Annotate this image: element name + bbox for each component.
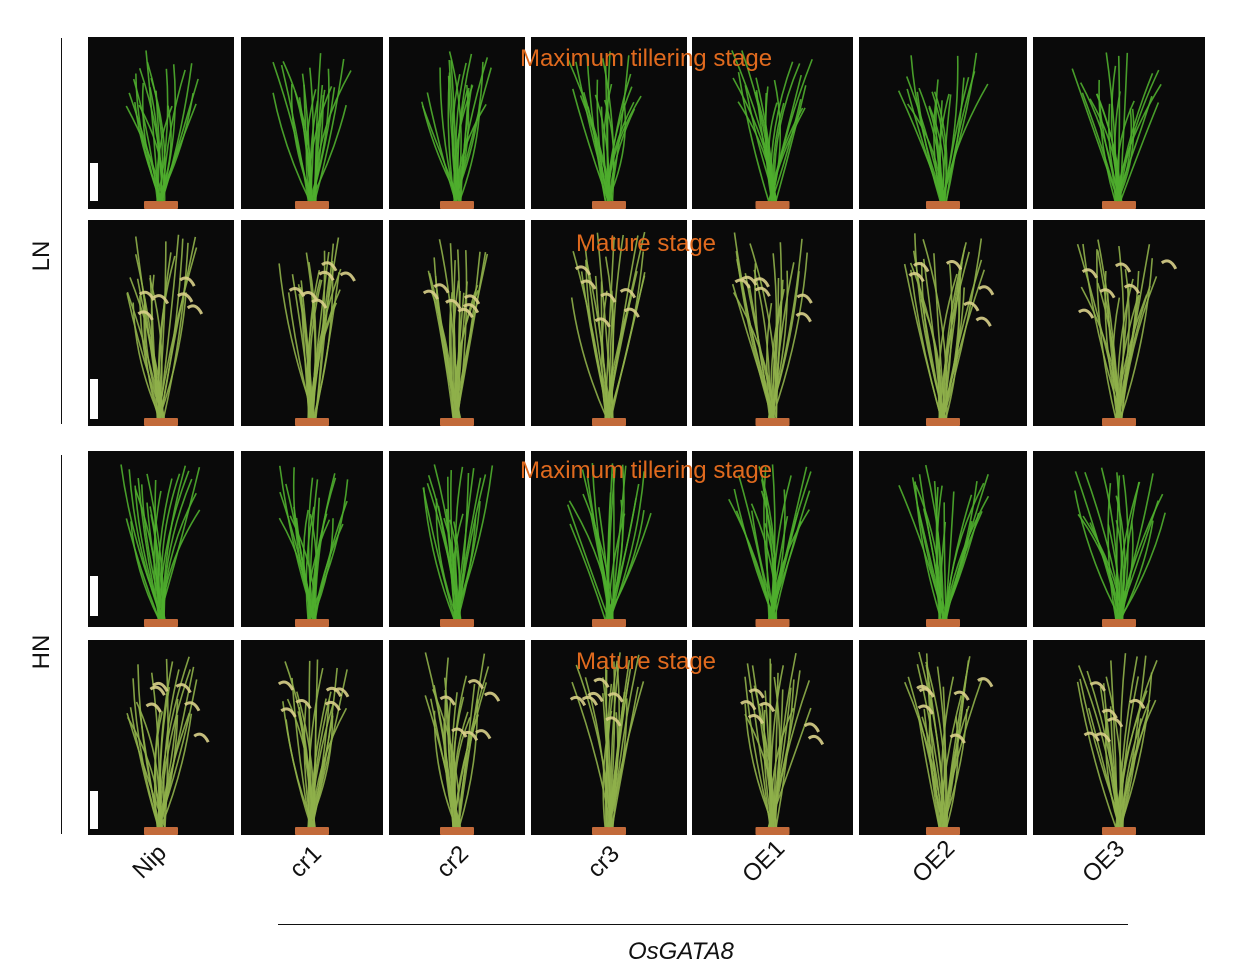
panel-hn-mature-nip [88,640,234,835]
stage-label-3: Maximum tillering stage [520,457,772,484]
panel-ln-tillering-cr2 [389,37,525,209]
panel-ln-mature-oe2 [859,220,1027,426]
panel-ln-tillering-oe2 [859,37,1027,209]
panel-hn-tillering-oe1 [692,451,853,627]
panel-ln-mature-cr3 [531,220,687,426]
panel-hn-mature-cr1 [241,640,383,835]
panel-ln-mature-cr1 [241,220,383,426]
group-label-hn: HN [28,634,55,670]
panel-ln-mature-nip [88,220,234,426]
panel-ln-tillering-oe1 [692,37,853,209]
panel-ln-tillering-cr3 [531,37,687,209]
group-bracket-ln [61,38,62,424]
panel-ln-tillering-nip [88,37,234,209]
panel-hn-tillering-cr2 [389,451,525,627]
panel-hn-mature-oe3 [1033,640,1205,835]
panel-ln-tillering-cr1 [241,37,383,209]
panel-hn-tillering-oe2 [859,451,1027,627]
panel-ln-mature-oe1 [692,220,853,426]
panel-hn-tillering-oe3 [1033,451,1205,627]
scale-bar-2 [90,379,98,419]
panel-hn-mature-cr3 [531,640,687,835]
group-label-ln: LN [28,240,55,272]
panel-hn-tillering-nip [88,451,234,627]
panel-ln-mature-cr2 [389,220,525,426]
panel-hn-tillering-cr3 [531,451,687,627]
gene-label: OsGATA8 [628,938,734,965]
group-bracket-hn [61,455,62,834]
gene-group-line [278,924,1128,925]
panel-ln-tillering-oe3 [1033,37,1205,209]
panel-hn-mature-cr2 [389,640,525,835]
stage-label-4: Mature stage [576,648,716,675]
panel-hn-mature-oe1 [692,640,853,835]
panel-hn-tillering-cr1 [241,451,383,627]
scale-bar-4 [90,791,98,829]
panel-ln-mature-oe3 [1033,220,1205,426]
stage-label-2: Mature stage [576,230,716,257]
scale-bar-1 [90,163,98,201]
stage-label-1: Maximum tillering stage [520,45,772,72]
panel-hn-mature-oe2 [859,640,1027,835]
scale-bar-3 [90,576,98,616]
